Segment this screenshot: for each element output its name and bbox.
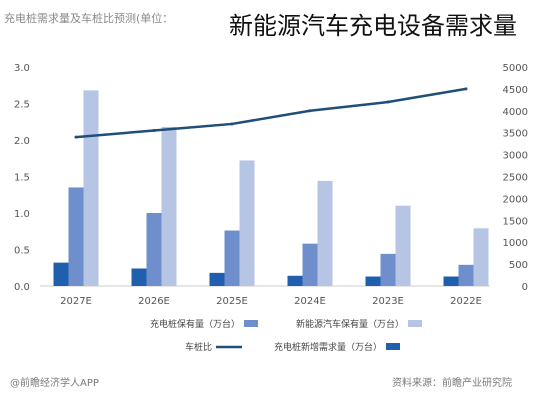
legend-label: 车桩比 <box>185 341 212 353</box>
chart-title-text: 新能源汽车充电设备需求量 <box>229 12 517 40</box>
legend-label: 新能源汽车保有量（万台） <box>296 318 404 330</box>
bar-2-2026E <box>146 213 162 286</box>
left-axis-tick-label: 1.0 <box>14 209 30 220</box>
footer-source-right: 资料来源：前瞻产业研究院 <box>392 378 512 389</box>
bar-2-2024E <box>302 243 318 286</box>
bar-1-2024E <box>287 275 303 286</box>
right-axis-tick-label: 500 <box>509 260 528 271</box>
x-axis-tick-label: 2024E <box>294 296 326 307</box>
bar-1-2022E <box>443 276 459 286</box>
line-point <box>230 122 234 126</box>
legend-label: 充电桩保有量（万台） <box>150 318 240 330</box>
bar-3-2024E <box>317 180 333 286</box>
bar-2-2025E <box>224 230 240 286</box>
x-axis-tick-label: 2027E <box>60 296 92 307</box>
right-axis-tick-label: 0 <box>522 282 528 293</box>
left-axis-tick-label: 0.0 <box>14 282 30 293</box>
line-point <box>386 100 390 104</box>
footer-source-left: @前瞻经济学人APP <box>10 378 99 389</box>
bar-1-2025E <box>209 272 225 286</box>
bar-1-2026E <box>131 268 147 286</box>
bar-3-2023E <box>395 205 411 286</box>
right-axis-tick-label: 3500 <box>503 129 528 140</box>
legend-swatch <box>244 320 258 327</box>
right-axis-tick-label: 4500 <box>503 85 528 96</box>
right-axis-tick-label: 3000 <box>503 151 528 162</box>
chart-subtitle: 充电桩需求量及车桩比预测(单位： <box>4 12 174 25</box>
left-axis-tick-label: 0.5 <box>14 246 30 257</box>
bar-2-2027E <box>68 187 84 286</box>
legend-swatch <box>386 343 400 350</box>
left-axis-tick-label: 2.5 <box>14 100 30 111</box>
bar-3-2027E <box>83 90 99 286</box>
x-axis-tick-label: 2023E <box>372 296 404 307</box>
right-axis-tick-label: 2000 <box>503 194 528 205</box>
bar-2-2022E <box>458 264 474 286</box>
line-series-1 <box>75 87 467 139</box>
bar-1-2023E <box>365 276 381 286</box>
right-axis-tick-label: 1500 <box>503 216 528 227</box>
x-axis-tick-label: 2025E <box>216 296 248 307</box>
bar-3-2026E <box>161 126 177 286</box>
bar-2-2023E <box>380 253 396 286</box>
left-axis-tick-label: 3.0 <box>14 63 30 74</box>
line-point <box>74 135 78 139</box>
right-axis-tick-label: 2500 <box>503 173 528 184</box>
right-axis-tick-label: 5000 <box>503 63 528 74</box>
line-point <box>464 87 468 91</box>
line-point <box>152 129 156 133</box>
bar-3-2022E <box>473 228 489 286</box>
legend-swatch <box>408 320 422 327</box>
right-axis-tick-label: 4000 <box>503 107 528 118</box>
legend-label: 充电桩新增需求量（万台） <box>274 341 382 353</box>
left-axis-tick-label: 1.5 <box>14 173 30 184</box>
bar-1-2027E <box>53 262 69 286</box>
bar-3-2025E <box>239 160 255 286</box>
line-point <box>308 109 312 113</box>
x-axis-tick-label: 2022E <box>450 296 482 307</box>
x-axis-tick-label: 2026E <box>138 296 170 307</box>
left-axis-tick-label: 2.0 <box>14 136 30 147</box>
right-axis-tick-label: 1000 <box>503 238 528 249</box>
